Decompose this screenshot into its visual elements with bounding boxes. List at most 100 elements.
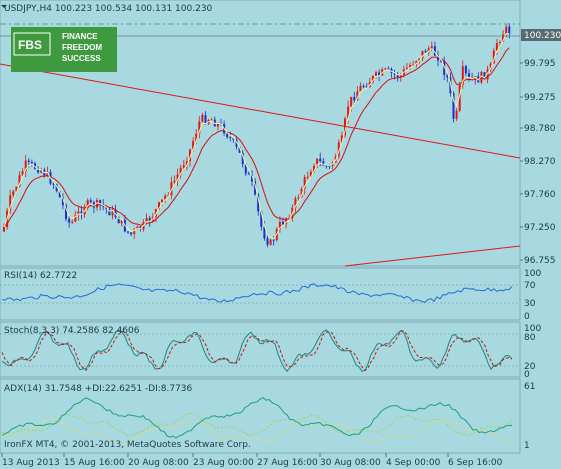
bullish-candle [176, 174, 179, 181]
bullish-candle [198, 121, 201, 134]
bullish-candle [18, 175, 21, 187]
bearish-candle [108, 208, 111, 216]
price-axis: 99.795 99.275 98.780 98.270 97.760 97.250 96.7… [520, 59, 556, 266]
adx-panel[interactable]: ADX(14) 31.7548 +DI:22.6251 -DI:8.7736 I… [0, 378, 535, 454]
bullish-candle [189, 149, 191, 162]
bullish-candle [502, 34, 505, 42]
bullish-candle [406, 68, 408, 70]
stoch-signal-line [1, 330, 513, 372]
bearish-candle [362, 86, 365, 87]
bearish-candle [452, 93, 455, 119]
bullish-candle [145, 218, 148, 223]
bullish-candle [480, 72, 483, 83]
bullish-candle [40, 169, 43, 173]
bearish-candle [322, 161, 325, 166]
logo-brand: FBS [18, 38, 42, 52]
bearish-candle [226, 133, 229, 137]
bullish-candle [111, 209, 114, 216]
bearish-candle [58, 191, 61, 198]
bullish-candle [120, 219, 123, 224]
bearish-candle [353, 96, 356, 101]
adx-panel-frame [0, 378, 521, 454]
bullish-candle [161, 199, 164, 203]
bearish-candle [257, 194, 260, 212]
bearish-candle [266, 238, 269, 245]
adx-label: ADX(14) 31.7548 +DI:22.6251 -DI:8.7736 [4, 384, 193, 394]
bearish-candle [365, 86, 368, 88]
bearish-candle [30, 162, 33, 164]
bullish-candle [12, 191, 15, 196]
bullish-candle [486, 69, 489, 80]
price-axis-label: 97.760 [524, 190, 556, 200]
bearish-candle [130, 232, 133, 235]
bullish-candle [46, 172, 49, 176]
bullish-candle [9, 195, 12, 211]
bearish-candle [443, 60, 446, 75]
bullish-candle [505, 26, 508, 35]
price-axis-label: 99.795 [524, 59, 556, 69]
bullish-candle [74, 215, 77, 222]
bearish-candle [232, 138, 235, 140]
bullish-candle [306, 176, 309, 178]
bullish-candle [285, 218, 288, 225]
bearish-candle [92, 202, 95, 208]
bullish-candle [15, 186, 18, 192]
time-axis-label: 23 Aug 00:00 [193, 458, 254, 468]
rsi-panel[interactable]: RSI(14) 62.7722 100 70 30 0 [0, 267, 541, 322]
bearish-candle [99, 200, 102, 205]
time-axis: 13 Aug 2013 15 Aug 16:00 20 Aug 08:00 23 Au… [1, 453, 503, 468]
bearish-candle [508, 26, 511, 34]
price-axis-label: 97.250 [524, 223, 556, 233]
time-axis-label: 4 Sep 00:00 [386, 458, 441, 468]
rsi-level-label-30: 30 [524, 299, 536, 309]
time-axis-label: 27 Aug 16:00 [257, 458, 318, 468]
bullish-candle [492, 50, 495, 64]
bullish-candle [195, 133, 198, 142]
rsi-level-label-0: 0 [524, 312, 530, 322]
collapse-triangle-icon [1, 5, 7, 8]
stoch-label: Stoch(8,3,3) 74.2586 82.4606 [4, 326, 140, 336]
bullish-candle [167, 195, 170, 197]
bearish-candle [238, 146, 241, 153]
fbs-logo: FBS FINANCE FREEDOM SUCCESS [11, 27, 117, 72]
bearish-candle [148, 218, 151, 222]
descending-trendline[interactable] [0, 63, 521, 159]
bullish-candle [458, 85, 461, 111]
stoch-level-label-100: 100 [524, 324, 541, 334]
bullish-candle [427, 48, 430, 53]
bullish-candle [375, 72, 377, 76]
bullish-candle [278, 221, 281, 230]
bullish-candle [24, 160, 27, 172]
stochastic-panel[interactable]: Stoch(8,3,3) 74.2586 82.4606 100 80 20 0 [0, 321, 541, 380]
bullish-candle [179, 167, 182, 175]
bearish-candle [483, 72, 486, 80]
bearish-candle [27, 160, 30, 162]
bearish-candle [387, 68, 390, 70]
bullish-candle [21, 171, 24, 176]
bullish-candle [409, 65, 412, 69]
bearish-candle [61, 197, 64, 206]
bullish-candle [77, 211, 80, 216]
bearish-candle [55, 184, 58, 191]
rsi-level-label-100: 100 [524, 269, 541, 279]
bullish-candle [309, 171, 312, 177]
bullish-candle [303, 177, 306, 189]
bullish-candle [412, 64, 415, 66]
stoch-level-label-0: 0 [524, 370, 530, 380]
bullish-candle [164, 195, 167, 200]
main-price-panel[interactable]: USDJPY,H4 100.223 100.534 100.131 100.23… [0, 0, 521, 267]
price-axis-label: 99.275 [524, 93, 556, 103]
adx-line [1, 396, 513, 439]
bearish-candle [396, 74, 399, 78]
bearish-candle [37, 168, 40, 173]
bullish-candle [313, 165, 315, 172]
bullish-candle [350, 96, 353, 107]
logo-frame [13, 32, 51, 56]
bearish-candle [127, 231, 129, 233]
time-axis-label: 6 Sep 16:00 [448, 458, 503, 468]
bearish-candle [433, 46, 436, 56]
lower-trendline[interactable] [344, 245, 521, 267]
bullish-candle [399, 74, 402, 78]
bullish-candle [495, 43, 498, 51]
